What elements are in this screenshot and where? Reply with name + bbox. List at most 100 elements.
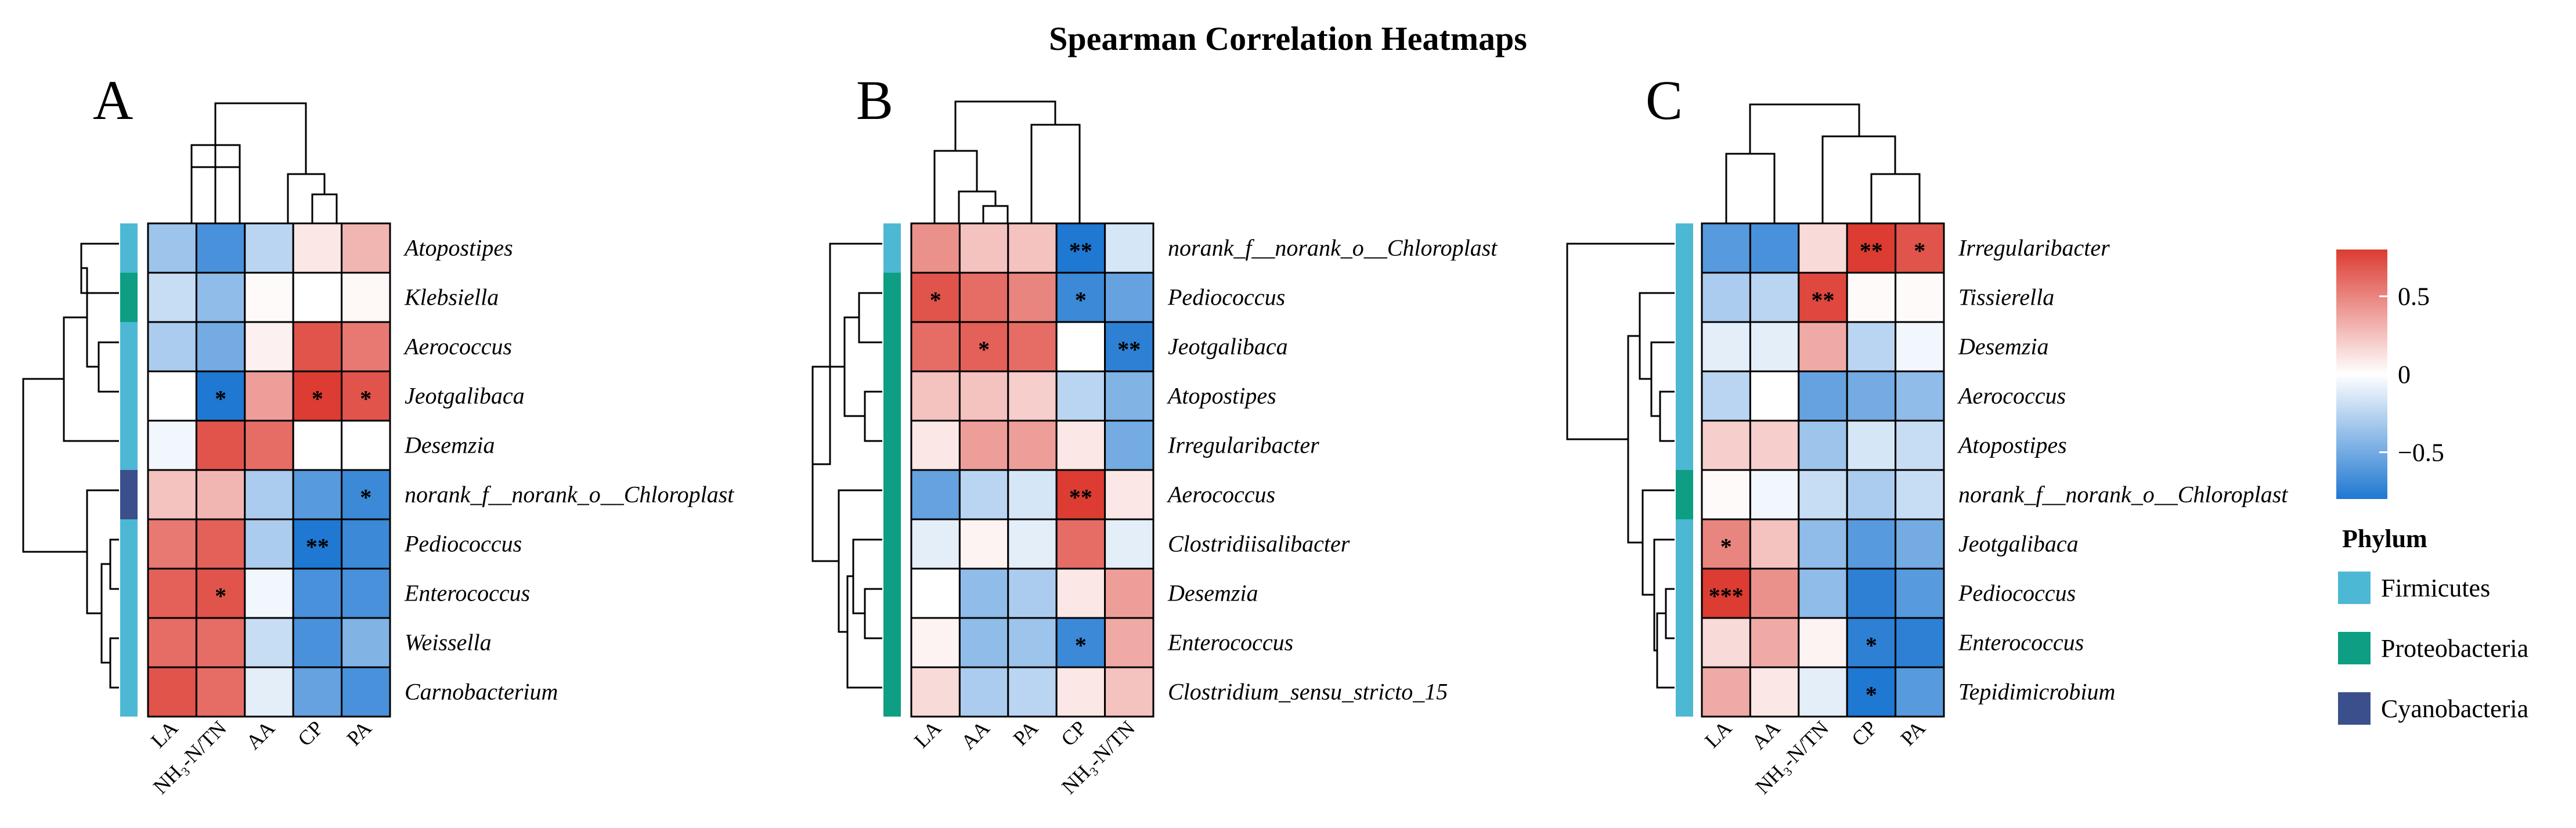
phylum-strip-segment	[883, 519, 901, 569]
column-dendrogram-b	[933, 100, 1081, 223]
color-scale-tick-label: −0.5	[2398, 438, 2444, 467]
phylum-strip-segment	[1676, 667, 1693, 717]
heatmap-cell	[1846, 469, 1897, 520]
row-label: Pediococcus	[404, 531, 522, 557]
phylum-strip-segment	[1676, 519, 1693, 569]
heatmap-cell	[1749, 617, 1800, 668]
significance-mark: **	[1117, 337, 1141, 363]
heatmap-cell	[1895, 321, 1945, 373]
heatmap-cell	[147, 420, 197, 471]
heatmap-cell	[292, 321, 343, 373]
heatmap-cells-c: ** *********	[1701, 222, 1945, 718]
heatmap-cell	[147, 518, 197, 570]
heatmap-cell	[1055, 420, 1106, 471]
heatmap-cell	[958, 567, 1009, 619]
heatmap-cell	[292, 272, 343, 323]
phylum-strip-segment	[1676, 322, 1693, 371]
phylum-legend-items: Firmicutes Proteobacteria Cyanobacteria	[2338, 572, 2528, 725]
significance-mark: **	[306, 534, 329, 560]
row-label: Irregularibacter	[1167, 432, 1319, 458]
heatmap-cell	[1895, 370, 1945, 422]
heatmap-cell	[147, 617, 197, 668]
row-label: Atopostipes	[403, 235, 513, 261]
heatmap-cell	[1749, 222, 1800, 274]
heatmap-cell	[1846, 420, 1897, 471]
heatmap-cell	[1055, 370, 1106, 422]
heatmap-panel-b: B *** ** ***** norank_f__norank_o__Chlorop…	[811, 69, 1498, 798]
row-label: Tissierella	[1958, 284, 2054, 310]
heatmap-cell	[1007, 666, 1058, 718]
significance-mark: **	[1812, 287, 1835, 313]
heatmap-cell	[147, 272, 197, 323]
phylum-legend-label: Cyanobacteria	[2381, 695, 2528, 723]
phylum-strip-segment	[120, 519, 138, 569]
heatmap-cell	[1701, 272, 1751, 323]
heatmap-cell	[1895, 272, 1945, 323]
heatmap-cell	[195, 469, 246, 520]
heatmap-cell	[1749, 567, 1800, 619]
row-labels-c: Irregularibacter Tissierella Desemzia Aeroc…	[1957, 235, 2288, 705]
phylum-strip-segment	[120, 322, 138, 371]
column-label: AA	[957, 716, 994, 754]
heatmap-cell	[244, 567, 294, 619]
row-labels-a: Atopostipes Klebsiella Aerococcus Jeotgalib…	[403, 235, 734, 705]
heatmap-cell	[1846, 567, 1897, 619]
phylum-strip-segment	[120, 569, 138, 618]
phylum-strip-segment	[120, 618, 138, 667]
heatmap-cell	[244, 518, 294, 570]
heatmap-cell	[195, 420, 246, 471]
row-label: Tepidimicrobium	[1958, 679, 2115, 705]
heatmap-cell	[1055, 617, 1106, 668]
phylum-strip-segment	[883, 421, 901, 470]
heatmap-cell	[292, 567, 343, 619]
heatmap-cell	[341, 567, 391, 619]
row-label: Carnobacterium	[405, 679, 558, 705]
column-dendrogram-c	[1725, 103, 1921, 223]
row-dendrogram-b	[811, 243, 882, 689]
significance-mark: *	[930, 287, 941, 313]
phylum-legend-swatch	[2338, 572, 2371, 604]
heatmap-cell	[1798, 617, 1848, 668]
phylum-legend-swatch	[2338, 692, 2371, 725]
phylum-strip-segment	[883, 470, 901, 519]
heatmap-cell	[1007, 617, 1058, 668]
phylum-strip-segment	[1676, 273, 1693, 322]
heatmap-cell	[292, 617, 343, 668]
heatmap-cell	[1895, 567, 1945, 619]
phylum-strip-segment	[1676, 421, 1693, 470]
heatmap-cell	[1798, 666, 1848, 718]
phylum-strip-segment	[883, 667, 901, 717]
heatmap-cell	[1749, 666, 1800, 718]
heatmap-cell	[958, 617, 1009, 668]
phylum-strip-b	[883, 223, 901, 717]
heatmap-cell	[341, 518, 391, 570]
heatmap-cell	[341, 321, 391, 373]
heatmap-cell	[1701, 321, 1751, 373]
phylum-strip-segment	[883, 569, 901, 618]
heatmap-cell	[958, 518, 1009, 570]
phylum-legend-title: Phylum	[2342, 525, 2427, 553]
panel-label-b: B	[856, 69, 893, 131]
row-label: Clostridium_sensu_stricto_15	[1168, 679, 1448, 705]
heatmap-cell	[910, 518, 961, 570]
row-label: Jeotgalibaca	[1168, 334, 1288, 360]
significance-mark: **	[1069, 238, 1092, 264]
heatmap-cell	[292, 222, 343, 274]
phylum-strip-segment	[883, 223, 901, 273]
heatmap-cell	[292, 469, 343, 520]
significance-mark: *	[978, 337, 990, 363]
heatmap-cell	[195, 321, 246, 373]
heatmap-cell	[147, 567, 197, 619]
heatmap-cell	[1055, 518, 1106, 570]
row-label: Desemzia	[1958, 334, 2049, 360]
heatmap-cell	[958, 469, 1009, 520]
phylum-legend-swatch	[2338, 632, 2371, 664]
row-label: norank_f__norank_o__Chloroplast	[1958, 482, 2288, 508]
heatmap-cell	[1846, 370, 1897, 422]
heatmap-cell	[1798, 518, 1848, 570]
heatmap-cell	[147, 666, 197, 718]
significance-mark: *	[1720, 534, 1732, 560]
column-label: PA	[1009, 716, 1042, 750]
heatmap-cell	[292, 666, 343, 718]
row-dendrogram-c	[1566, 243, 1675, 689]
